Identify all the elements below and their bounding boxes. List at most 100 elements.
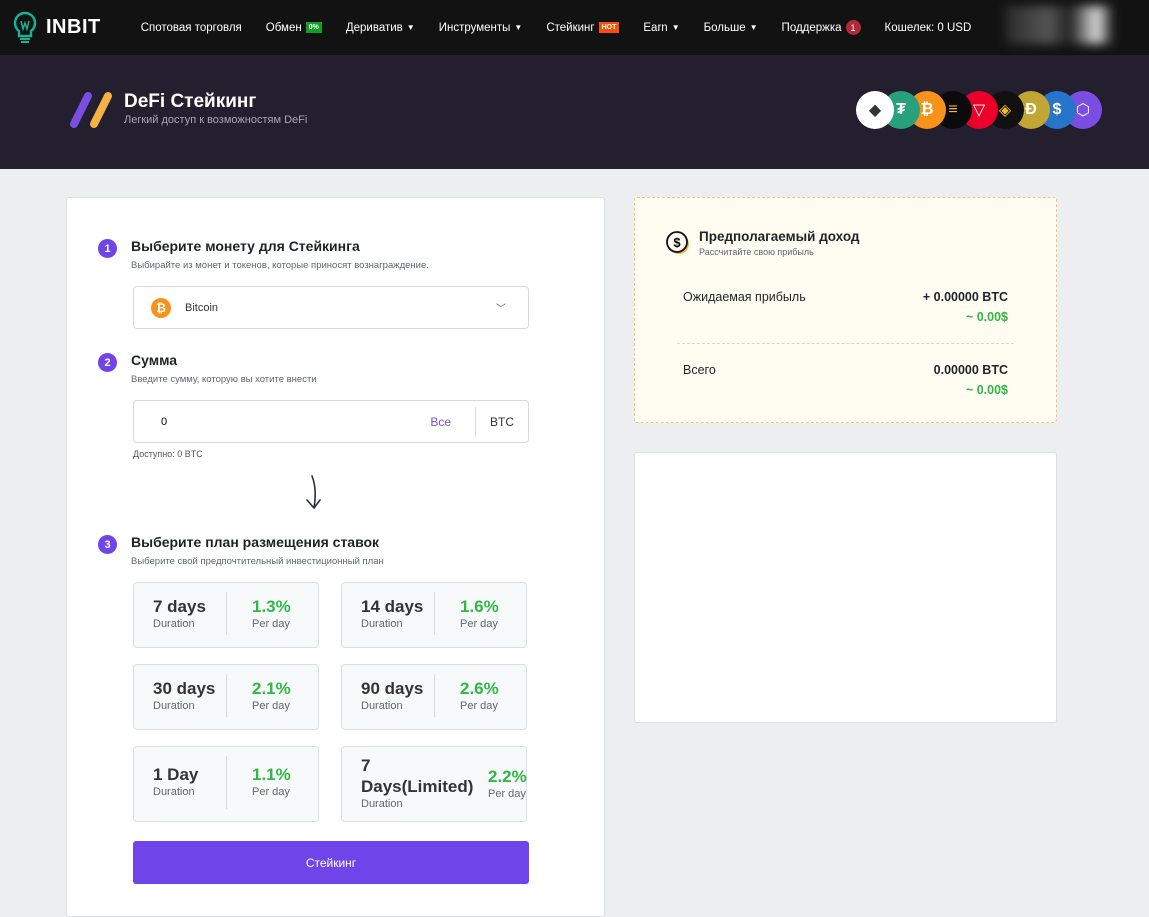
all-button[interactable]: Все [430,414,451,429]
step-number: 2 [98,353,117,372]
page-title: DeFi Стейкинг [124,91,257,112]
income-title: Предполагаемый доход [699,229,860,244]
nav-item[interactable]: Спотовая торговля [141,22,242,34]
notification-count: 1 [845,20,861,35]
coin-select[interactable]: ₿ Bitcoin ﹀ [133,286,529,329]
plan-duration: 90 days [361,679,424,698]
nav-item[interactable]: Инструменты ▼ [439,22,523,34]
plan-rate: 1.3% [252,597,291,616]
plan-rate: 1.6% [460,597,499,616]
plan-rate-label: Per day [252,700,290,712]
plan-duration-label: Duration [153,700,195,712]
plan-duration: 1 Day [153,765,199,784]
nav-label: Earn [643,21,668,34]
stake-button[interactable]: Стейкинг [133,841,529,884]
defi-logo-icon [70,92,112,128]
amount-unit: BTC [490,414,514,429]
ethereum-icon: ◆ [856,91,894,129]
nav-item[interactable]: Больше ▼ [704,22,758,34]
nav-badge: 0% [305,22,322,33]
plan-option[interactable]: 14 days Duration 1.6% Per day [341,582,527,648]
expected-profit-row: Ожидаемая прибыль + 0.00000 BTC ~ 0.00$ [683,290,1008,324]
total-row: Всего 0.00000 BTC ~ 0.00$ [683,363,1008,397]
nav-badge: HOT [598,22,620,33]
nav-label: Спотовая торговля [140,21,242,34]
caret-down-icon: ▼ [406,23,415,32]
staking-form-card: 1 Выберите монету для Стейкинга Выбирайте … [66,197,605,917]
nav-item[interactable]: Поддержка 1 [782,20,861,35]
divider [434,592,435,635]
account-area-blurred[interactable] [1005,6,1113,44]
lightbulb-logo-icon [13,11,37,43]
nav-item[interactable]: Дериватив ▼ [346,22,415,34]
income-subtitle: Рассчитайте свою прибыль [699,247,814,257]
step-number: 1 [98,239,117,258]
plan-duration-label: Duration [153,618,195,630]
plan-duration-label: Duration [153,786,195,798]
plan-option[interactable]: 7 days Duration 1.3% Per day [133,582,319,648]
step-title: Выберите монету для Стейкинга [131,238,360,254]
step-2: 2 Сумма Введите сумму, которую вы хотите в… [98,352,317,385]
available-balance: Доступно: 0 BTC [133,449,203,459]
nav-item[interactable]: Кошелек: 0 USD [885,22,972,34]
profit-usd: ~ 0.00$ [965,310,1008,324]
step-subtitle: Введите сумму, которую вы хотите внести [131,374,317,385]
nav-label: Стейкинг [546,21,595,34]
step-title: Выберите план размещения ставок [131,534,380,550]
caret-down-icon: ▼ [671,23,680,32]
plan-duration: 7 days [153,597,206,616]
bitcoin-icon: ₿ [151,297,171,318]
nav-item[interactable]: Earn ▼ [643,22,679,34]
nav-label: Кошелек: 0 USD [884,21,972,34]
divider [226,756,227,809]
nav-label: Инструменты [438,21,511,34]
logo[interactable]: INBIT [12,11,101,45]
profit-btc: + 0.00000 BTC [922,290,1008,304]
page-subtitle: Легкий доступ к возможностям DeFi [124,114,308,126]
plan-option[interactable]: 7 Days(Limited) Duration 2.2% Per day [341,746,527,822]
total-btc: 0.00000 BTC [933,363,1008,377]
step-title: Сумма [131,352,178,368]
plan-duration: 7 Days(Limited) [361,756,474,796]
divider [475,406,476,437]
plan-rate-label: Per day [488,788,526,800]
top-nav: INBIT Спотовая торговля Обмен 0% Дериватив ▼… [0,0,1149,55]
estimated-income-card: $ Предполагаемый доход Рассчитайте свою … [634,197,1057,423]
row-label: Всего [683,363,716,377]
dollar-coin-icon: $ [666,231,689,254]
coin-select-value: Bitcoin [185,301,219,314]
step-3: 3 Выберите план размещения ставок Выберите… [98,534,384,567]
step-subtitle: Выбирайте из монет и токенов, которые пр… [131,260,429,271]
nav-label: Больше [703,21,746,34]
nav-item[interactable]: Обмен 0% [266,22,322,34]
plan-rate-label: Per day [252,786,290,798]
plan-rate-label: Per day [252,618,290,630]
amount-field: Все BTC [133,400,529,443]
row-label: Ожидаемая прибыль [683,290,806,304]
nav-label: Обмен [265,21,302,34]
total-usd: ~ 0.00$ [965,383,1008,397]
dashed-divider [677,343,1014,344]
plan-duration-label: Duration [361,798,403,810]
amount-input[interactable] [161,415,401,428]
plan-option[interactable]: 30 days Duration 2.1% Per day [133,664,319,730]
step-number: 3 [98,535,117,554]
arrow-down-icon [306,475,321,510]
plan-rate: 1.1% [252,765,291,784]
svg-text:$: $ [673,235,681,250]
plan-rate: 2.6% [460,679,499,698]
plan-duration: 14 days [361,597,424,616]
plan-option[interactable]: 1 Day Duration 1.1% Per day [133,746,319,822]
plan-rate-label: Per day [460,618,498,630]
plan-option[interactable]: 90 days Duration 2.6% Per day [341,664,527,730]
caret-down-icon: ▼ [749,23,758,32]
chevron-down-icon: ﹀ [496,304,506,315]
coin-logos: ◆ ₮ ₿ ≡ ▽ ◈ Ð $ ⬡ [856,91,1102,129]
nav-item[interactable]: Стейкинг HOT [546,21,620,34]
plan-duration: 30 days [153,679,216,698]
divider [226,592,227,635]
plan-rate: 2.1% [252,679,291,698]
plan-duration-label: Duration [361,618,403,630]
step-subtitle: Выберите свой предпочтительный инвестици… [131,556,384,567]
plan-rate-label: Per day [460,700,498,712]
